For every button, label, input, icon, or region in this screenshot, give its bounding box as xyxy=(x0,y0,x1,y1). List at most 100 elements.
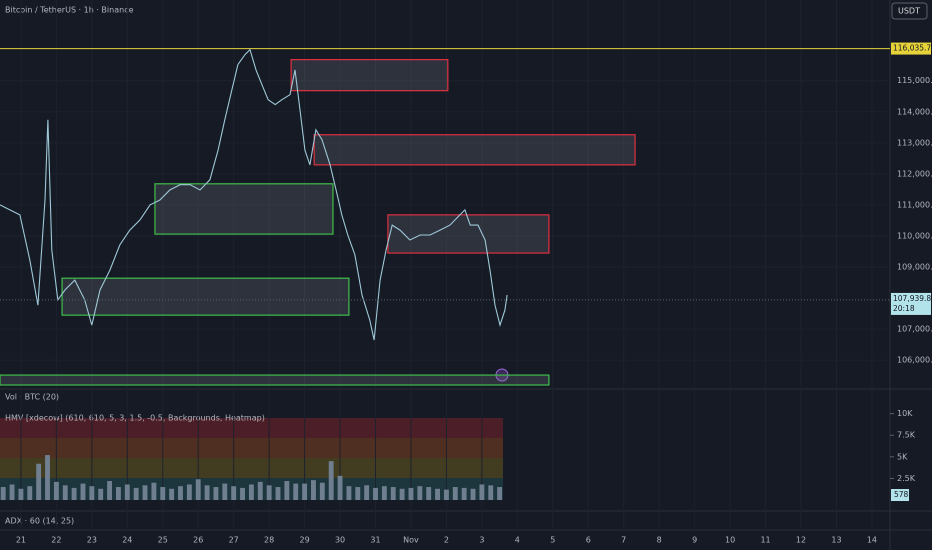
volume-bar xyxy=(364,485,370,500)
volume-bar xyxy=(133,487,139,500)
x-tick-label: 26 xyxy=(193,536,203,545)
volume-bar xyxy=(497,487,503,500)
volume-bar xyxy=(435,488,440,500)
volume-bar xyxy=(204,485,210,500)
zone xyxy=(0,374,550,386)
last-volume-label: 578 xyxy=(894,490,909,499)
volume-bar xyxy=(151,482,157,500)
volume-bar xyxy=(0,487,6,500)
volume-bar xyxy=(328,461,334,500)
volume-bar xyxy=(452,487,458,500)
volume-bar xyxy=(319,482,325,500)
x-tick-label: 9 xyxy=(692,536,697,545)
x-tick-label: 13 xyxy=(831,536,841,545)
last-volume-tag xyxy=(891,489,909,502)
volume-bar xyxy=(355,487,361,500)
y-tick-label: 111,000.00 xyxy=(897,200,932,209)
last-price-label: 107,939.89 xyxy=(893,294,932,303)
x-tick-label: 4 xyxy=(515,536,520,545)
y-tick-label: 10K xyxy=(897,409,913,418)
volume-bar xyxy=(160,487,166,500)
x-tick-label: 31 xyxy=(370,536,380,545)
volume-bar xyxy=(381,486,387,500)
heat-band xyxy=(0,438,503,458)
volume-bar xyxy=(107,481,113,500)
x-tick-label: 8 xyxy=(657,536,662,545)
volume-bar xyxy=(240,487,245,500)
volume-bar xyxy=(346,486,352,500)
volume-bar xyxy=(443,489,449,500)
x-tick-label: 2 xyxy=(444,536,449,545)
volume-bar xyxy=(18,488,24,500)
y-tick-label: 107,000.00 xyxy=(897,325,932,334)
volume-bar xyxy=(284,481,290,500)
volume-bar xyxy=(417,486,423,500)
volume-bar xyxy=(461,487,467,500)
volume-bar xyxy=(124,484,130,500)
x-tick-label: 30 xyxy=(335,536,345,545)
x-tick-label: 29 xyxy=(299,536,309,545)
volume-bar xyxy=(115,487,121,500)
x-tick-label: 14 xyxy=(867,536,877,545)
volume-bar xyxy=(71,487,77,500)
volume-bar xyxy=(373,487,378,500)
volume-bar xyxy=(178,486,183,500)
volume-bar xyxy=(257,481,263,500)
volume-bar xyxy=(62,485,68,500)
currency-label[interactable]: USDT xyxy=(898,7,920,16)
volume-bar xyxy=(337,475,343,500)
volume-bar xyxy=(27,486,33,500)
y-tick-label: 106,000.00 xyxy=(897,356,932,365)
x-tick-label: 10 xyxy=(725,536,735,545)
volume-bar xyxy=(213,487,219,500)
y-tick-label: 110,000.00 xyxy=(897,231,932,240)
volume-bar xyxy=(390,487,396,500)
y-tick-label: 109,000.00 xyxy=(897,263,932,272)
volume-bar xyxy=(142,485,148,500)
volume-bar xyxy=(36,463,42,500)
volume-bar xyxy=(45,455,50,500)
volume-bar xyxy=(479,484,485,500)
volume-bar xyxy=(89,486,95,500)
volume-bar xyxy=(9,484,15,500)
currency-button[interactable] xyxy=(891,2,928,20)
x-tick-label: 24 xyxy=(122,536,132,545)
x-tick-label: 27 xyxy=(229,536,239,545)
zone xyxy=(313,134,636,166)
x-tick-label: 22 xyxy=(51,536,61,545)
heat-band xyxy=(0,458,503,478)
volume-bar xyxy=(399,488,405,500)
x-tick-label: 23 xyxy=(87,536,97,545)
adx-title: ADX · 60 (14, 25) xyxy=(5,517,74,526)
level-tag xyxy=(891,42,931,55)
volume-bar xyxy=(293,483,299,500)
volume-bar xyxy=(408,487,414,500)
x-tick-label: 5 xyxy=(550,536,555,545)
volume-bar xyxy=(266,485,272,500)
chart-title: Bitcoin / TetherUS · 1h · Binance xyxy=(5,6,134,15)
x-tick-label: 28 xyxy=(264,536,274,545)
volume-bar xyxy=(302,483,308,500)
last-price-tag xyxy=(891,292,931,315)
volume-bar xyxy=(195,479,201,500)
countdown-label: 20:18 xyxy=(893,304,915,313)
volume-bar xyxy=(169,488,175,500)
zone xyxy=(154,183,334,235)
x-tick-label: 25 xyxy=(158,536,168,545)
volume-bar xyxy=(488,485,494,500)
x-tick-label: 3 xyxy=(479,536,484,545)
price-line xyxy=(0,48,508,341)
y-tick-label: 5K xyxy=(897,452,908,461)
y-tick-label: 2.5K xyxy=(897,474,916,483)
volume-bar xyxy=(222,483,228,500)
zone xyxy=(290,59,449,92)
volume-bar xyxy=(275,487,281,500)
volume-bar xyxy=(80,483,86,500)
x-tick-label: 21 xyxy=(16,536,26,545)
volume-title: Vol · BTC (20) xyxy=(5,393,59,402)
zone xyxy=(61,277,350,316)
heat-band xyxy=(0,418,503,438)
x-tick-label: 12 xyxy=(796,536,806,545)
